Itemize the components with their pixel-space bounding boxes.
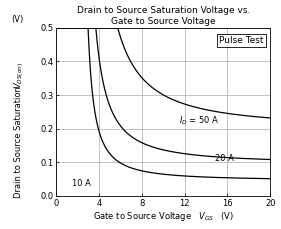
Text: 10 A: 10 A (72, 179, 91, 188)
X-axis label: Gate to Source Voltage   $V_{GS}$   (V): Gate to Source Voltage $V_{GS}$ (V) (92, 210, 234, 224)
Text: 20 A: 20 A (215, 154, 234, 163)
Text: Drain to Source Saturation: Drain to Source Saturation (14, 86, 23, 198)
Text: $I_D$ = 50 A: $I_D$ = 50 A (179, 114, 220, 126)
Title: Drain to Source Saturation Voltage vs.
Gate to Source Voltage: Drain to Source Saturation Voltage vs. G… (76, 5, 250, 26)
Text: Pulse Test: Pulse Test (219, 36, 264, 45)
Text: (V): (V) (12, 16, 24, 25)
Text: $V_{DS(on)}$: $V_{DS(on)}$ (12, 61, 26, 89)
